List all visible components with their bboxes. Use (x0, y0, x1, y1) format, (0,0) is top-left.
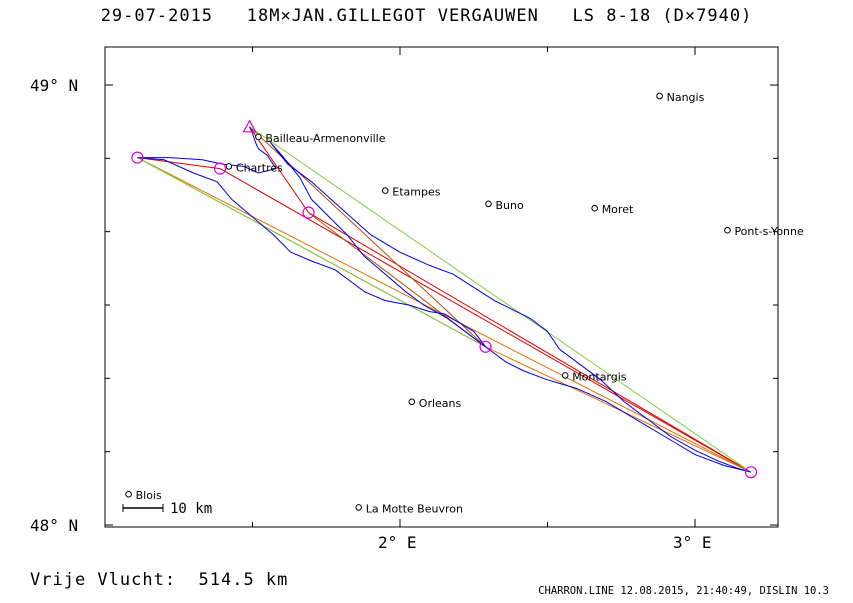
start-triangle (242, 119, 257, 133)
city-marker (656, 92, 663, 100)
city-label: Moret (602, 203, 634, 216)
city-label: Buno (496, 199, 524, 212)
city-label: Montargis (572, 370, 627, 383)
city-label: Blois (136, 489, 162, 502)
y-axis-label: 48° N (30, 516, 78, 535)
city-marker (381, 187, 389, 194)
task-leg (137, 157, 221, 170)
turnpoint-markers (131, 119, 758, 479)
footer-info: CHARRON.LINE 12.08.2015, 21:40:49, DISLI… (538, 585, 829, 597)
turnpoint-marker (131, 151, 144, 164)
y-axis-label: 49° N (30, 76, 78, 95)
turnpoint-marker (744, 466, 758, 479)
task-leg (219, 168, 752, 473)
city-label: Etampes (392, 186, 440, 199)
city-marker (485, 200, 492, 208)
x-axis-label: 2° E (378, 533, 417, 552)
city-label: Bailleau-Armenonville (265, 132, 385, 145)
city-label: Pont-s-Yonne (734, 225, 804, 238)
task-leg (485, 346, 752, 473)
flight-title: 29-07-2015 18M×JAN.GILLEGOT VERGAUWEN LS… (100, 6, 753, 26)
city-marker (591, 204, 599, 212)
distance-label: Vrije Vlucht: 514.5 km (30, 570, 289, 590)
scale-bar: 10 km (122, 501, 212, 517)
flight-track (137, 126, 752, 473)
axis-labels: 49° N 48° N 2° E 3° E (30, 76, 712, 552)
city-marker (225, 163, 233, 170)
city-markers: Nangis Bailleau-Armenonville Chartres Etamp… (125, 91, 804, 515)
city-marker (255, 133, 262, 141)
task-leg (249, 126, 752, 473)
city-marker (724, 226, 731, 234)
city-label: La Motte Beuvron (366, 502, 463, 515)
x-axis-label: 3° E (673, 533, 712, 552)
city-label: Nangis (667, 91, 705, 104)
city-label: Orleans (419, 397, 462, 410)
turnpoint-marker (479, 340, 492, 353)
track-line (137, 126, 752, 473)
axis-ticks (104, 47, 778, 527)
task-leg (137, 157, 486, 348)
scale-label: 10 km (170, 501, 212, 517)
city-marker (125, 490, 132, 498)
city-marker (355, 504, 363, 511)
turnpoint-marker (302, 206, 315, 219)
task-leg (249, 126, 309, 213)
city-marker (408, 398, 416, 406)
city-label: Chartres (236, 161, 283, 174)
map-frame (104, 46, 779, 528)
turnpoint-marker (213, 162, 227, 175)
city-marker (561, 372, 569, 379)
task-leg (308, 212, 752, 473)
